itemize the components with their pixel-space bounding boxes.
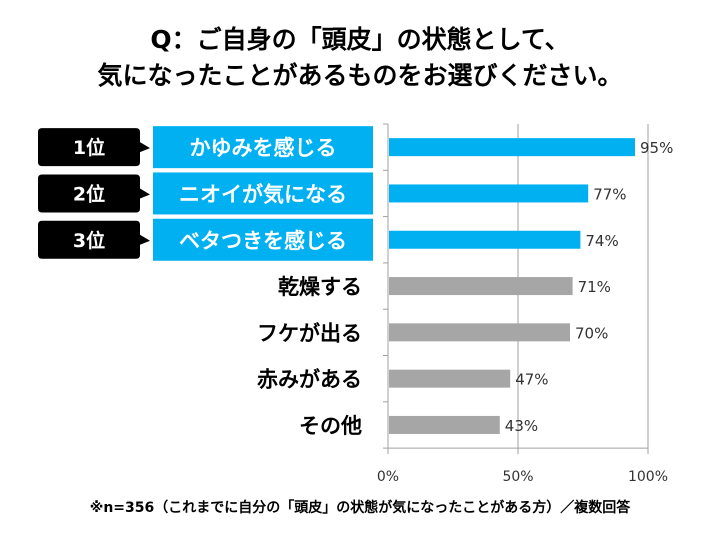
- rank-label: 1位: [73, 136, 105, 159]
- bar: [389, 415, 500, 434]
- x-tick-label: 0%: [377, 469, 399, 485]
- bar: [389, 369, 511, 388]
- bar: [389, 184, 589, 203]
- bar: [389, 138, 635, 157]
- data-label: 74%: [585, 232, 618, 250]
- category-label: 赤みがある: [257, 368, 362, 392]
- chart-title-line2: 気になったことがあるものをお選びください。: [97, 61, 623, 90]
- rank-label: 2位: [73, 182, 105, 205]
- data-label: 70%: [575, 324, 608, 342]
- rank-label: 3位: [73, 229, 105, 252]
- category-label: ベタつきを感じる: [179, 229, 347, 253]
- bar: [389, 323, 570, 342]
- data-label: 43%: [505, 417, 538, 435]
- bar: [389, 277, 573, 296]
- category-label: かゆみを感じる: [190, 136, 337, 160]
- rank-badge: [38, 220, 150, 259]
- rank-badge: [38, 128, 150, 167]
- footnote: ※n=356（これまでに自分の「頭皮」の状態が気になったことがある方）／複数回答: [89, 500, 631, 516]
- category-label: ニオイが気になる: [179, 182, 347, 206]
- category-label: フケが出る: [257, 321, 362, 345]
- category-label-box: [153, 172, 373, 215]
- data-label: 71%: [578, 278, 611, 296]
- bar: [389, 230, 581, 249]
- category-label: 乾燥する: [278, 275, 362, 299]
- x-tick-label: 50%: [502, 469, 533, 485]
- chart-title-line1: Q：ご自身の「頭皮」の状態として、: [150, 25, 570, 54]
- category-label: その他: [299, 414, 362, 438]
- category-label-box: [153, 126, 373, 169]
- x-tick-label: 100%: [628, 469, 668, 485]
- category-label-box: [153, 218, 373, 261]
- rank-badge: [38, 174, 150, 213]
- data-label: 95%: [640, 139, 673, 157]
- data-label: 77%: [593, 185, 626, 203]
- data-label: 47%: [515, 371, 548, 389]
